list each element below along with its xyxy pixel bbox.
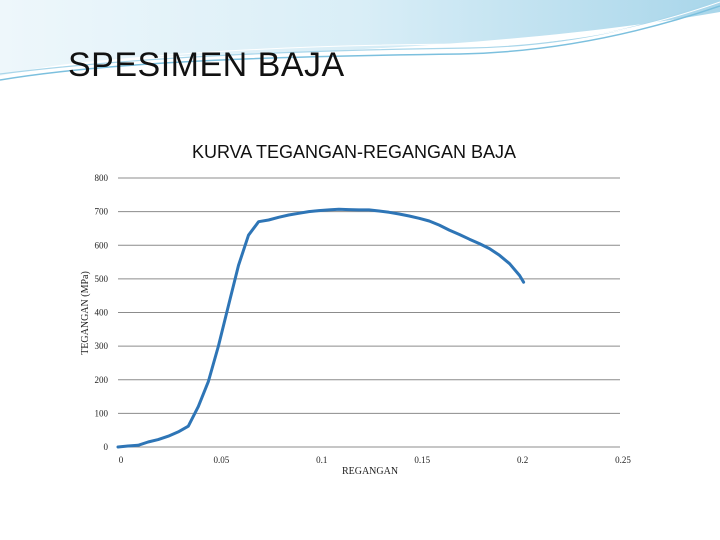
y-tick-labels: 0 100 200 300 400 500 600 700 800	[95, 173, 109, 452]
x-tick-label: 0	[119, 455, 124, 465]
x-tick-labels: 0 0.05 0.1 0.15 0.2 0.25	[119, 455, 632, 465]
y-tick-label: 600	[95, 240, 109, 250]
y-tick-label: 500	[95, 274, 109, 284]
x-tick-label: 0.1	[316, 455, 327, 465]
y-tick-label: 400	[95, 308, 109, 318]
x-tick-label: 0.25	[615, 455, 631, 465]
x-tick-label: 0.15	[414, 455, 430, 465]
x-axis-label: REGANGAN	[342, 466, 398, 477]
x-tick-label: 0.05	[214, 455, 230, 465]
y-axis-label: TEGANGAN (MPa)	[80, 271, 91, 355]
grid-lines	[118, 177, 620, 448]
y-tick-label: 800	[95, 173, 109, 183]
header-swoosh-decoration	[0, 0, 720, 81]
series-line	[116, 207, 526, 449]
slide-title: SPESIMEN BAJA	[68, 46, 345, 84]
y-tick-label: 200	[95, 375, 109, 385]
y-tick-label: 100	[95, 408, 109, 418]
y-tick-label: 700	[95, 207, 109, 217]
y-tick-label: 300	[95, 341, 109, 351]
chart-title: KURVA TEGANGAN-REGANGAN BAJA	[192, 142, 516, 162]
y-tick-label: 0	[104, 442, 109, 452]
x-tick-label: 0.2	[517, 455, 528, 465]
